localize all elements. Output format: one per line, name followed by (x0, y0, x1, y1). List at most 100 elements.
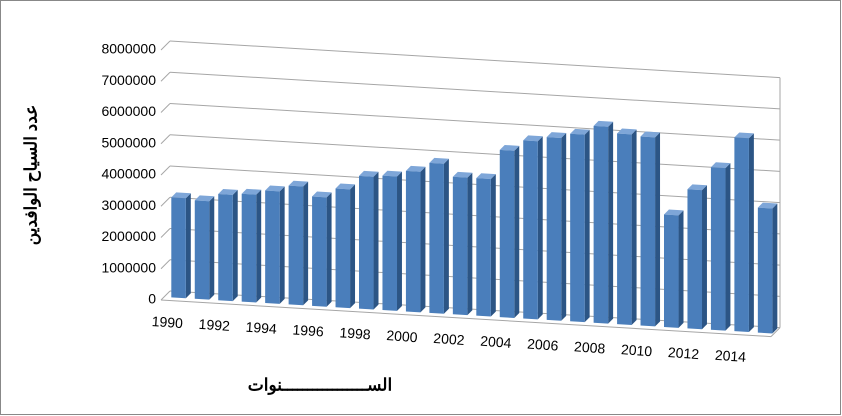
bar-side (725, 163, 731, 331)
grid-line-side (160, 40, 171, 51)
bar (546, 137, 562, 321)
grid-line-side (160, 165, 171, 176)
x-tick-label: 1990 (151, 313, 183, 331)
bar-side (655, 132, 661, 327)
bar-top (241, 188, 262, 195)
bar (194, 200, 210, 300)
bar-top (710, 162, 731, 169)
bar (382, 175, 398, 311)
grid-line-side (160, 71, 171, 82)
bar-top (288, 180, 309, 187)
bar-top (405, 165, 426, 172)
x-tick-label: 1996 (292, 321, 324, 339)
bar-top (617, 128, 637, 135)
bar (288, 185, 304, 306)
bar-top (265, 185, 285, 192)
bar (523, 140, 538, 320)
grid-line (169, 40, 781, 79)
bar-top (382, 170, 402, 177)
bar-top (171, 192, 191, 199)
grid-line-side (160, 259, 171, 270)
y-tick-label: 8000000 (101, 41, 156, 57)
bar (429, 162, 444, 314)
x-tick-label: 2000 (386, 327, 418, 345)
bar-side (420, 166, 426, 313)
bar-side (303, 181, 309, 306)
bar-top (194, 195, 215, 202)
bar (664, 214, 679, 328)
bar-top (734, 132, 754, 139)
y-tick-label: 2000000 (101, 228, 156, 244)
bar (687, 189, 703, 330)
bar-side (702, 185, 707, 330)
bar (171, 197, 186, 299)
x-tick-label: 2002 (433, 330, 465, 348)
y-tick-label: 3000000 (101, 197, 156, 213)
grid-line-side (160, 134, 171, 145)
grid-line (169, 71, 781, 110)
x-axis-label: الســـــــــــــــــنوات (248, 375, 392, 395)
bar-top (476, 173, 496, 180)
bar-side (608, 121, 614, 324)
bar-top (546, 132, 567, 138)
bar-top (757, 202, 778, 209)
grid-line (169, 134, 781, 172)
grid-line-side (160, 290, 171, 301)
bar-side (678, 210, 684, 328)
grid-line (169, 165, 781, 204)
bar-side (561, 133, 567, 321)
bar (593, 125, 609, 324)
x-tick-label: 1992 (198, 316, 230, 334)
x-tick-label: 1994 (245, 319, 277, 337)
bar-side (397, 171, 402, 311)
x-tick-label: 2008 (574, 338, 606, 356)
bar-top (452, 171, 473, 178)
x-tick-label: 1998 (339, 324, 371, 342)
y-tick-label: 0 (148, 291, 156, 307)
bar-side (584, 129, 590, 323)
x-tick-label: 2014 (714, 347, 746, 365)
bar (335, 188, 351, 309)
bar (359, 175, 374, 310)
bar-side (443, 158, 449, 314)
grid-line-side (160, 103, 171, 113)
bar-side (279, 186, 285, 304)
bar-top (593, 120, 614, 127)
bar-top (523, 135, 543, 142)
bar (757, 207, 773, 334)
bar-side (490, 174, 496, 317)
bar (452, 176, 468, 316)
bar-side (256, 189, 262, 303)
y-tick-label: 6000000 (101, 103, 156, 119)
bar-top (640, 131, 661, 138)
bar-side (209, 196, 215, 300)
bar-side (772, 203, 778, 334)
y-tick-label: 5000000 (101, 134, 156, 150)
bar-side (514, 145, 520, 318)
bar-top (499, 144, 520, 151)
bar-top (218, 188, 238, 195)
grid-line-side (160, 228, 171, 238)
bar-top (429, 157, 449, 164)
bar-side (467, 172, 473, 316)
bar-top (312, 191, 332, 198)
bar-side (326, 192, 332, 307)
bar-side (350, 184, 356, 309)
bar (312, 196, 327, 307)
bar (570, 133, 585, 323)
bar-side (748, 133, 754, 333)
bar-top (687, 184, 707, 191)
bar (405, 170, 421, 313)
x-tick-label: 2012 (667, 344, 699, 362)
bar (241, 193, 257, 303)
grid-line-side (160, 196, 171, 207)
y-axis-label: عدد السياح الوافدين (21, 105, 41, 246)
bar-top (664, 209, 684, 216)
grid-line (169, 103, 781, 141)
bar-top (359, 170, 379, 177)
bar (218, 193, 233, 302)
x-tick-label: 2004 (480, 333, 512, 351)
x-tick-label: 2006 (527, 336, 559, 354)
bar (265, 190, 280, 304)
bar-side (373, 171, 379, 310)
